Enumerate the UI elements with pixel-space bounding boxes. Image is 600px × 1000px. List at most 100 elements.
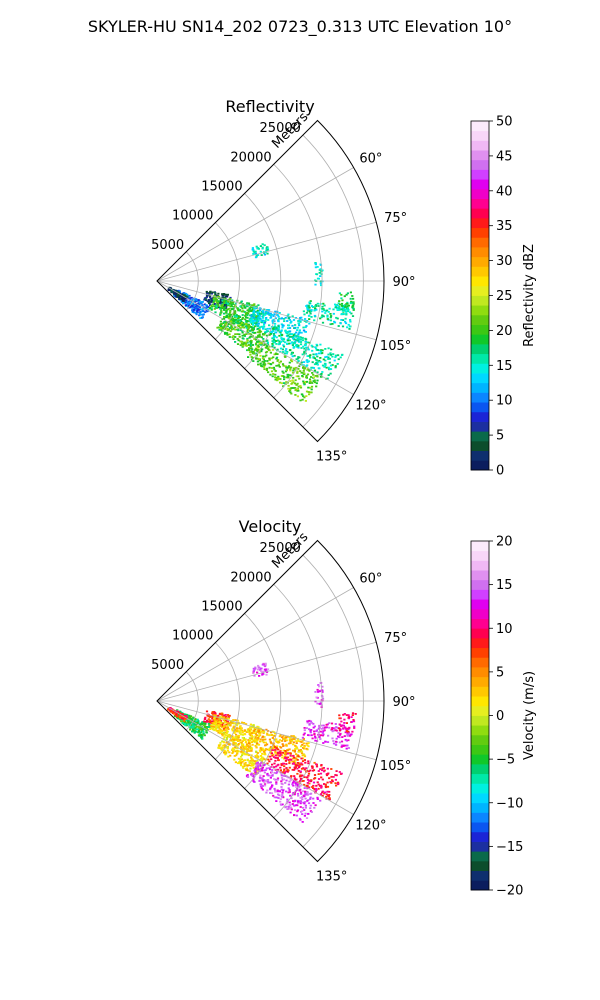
refl-echo-pixel bbox=[275, 356, 279, 359]
vel-echo-pixel bbox=[307, 762, 310, 765]
refl-echo-pixel bbox=[327, 347, 330, 350]
vel-echo-pixel bbox=[273, 745, 276, 747]
vel-echo-pixel bbox=[350, 721, 353, 723]
vel-echo-pixel bbox=[270, 786, 273, 788]
vel-echo-pixel bbox=[251, 761, 254, 763]
vel-echo-pixel bbox=[197, 722, 201, 725]
refl-echo-pixel bbox=[318, 271, 321, 274]
refl-echo-pixel bbox=[322, 358, 325, 361]
vel-echo-pixel bbox=[300, 757, 303, 760]
vel-echo-pixel bbox=[289, 754, 292, 757]
vel-echo-pixel bbox=[261, 739, 264, 741]
vel-echo-pixel bbox=[299, 800, 302, 803]
vel-echo-pixel bbox=[287, 783, 290, 786]
vel-echo-pixel bbox=[235, 733, 238, 736]
refl-echo-pixel bbox=[327, 358, 330, 360]
refl-echo-pixel bbox=[257, 349, 260, 352]
vel-echo-pixel bbox=[270, 792, 274, 795]
refl-echo-pixel bbox=[292, 387, 295, 389]
vel-echo-pixel bbox=[221, 740, 224, 743]
vel-echo-pixel bbox=[309, 720, 313, 723]
refl-echo-pixel bbox=[266, 347, 269, 349]
refl-echo-pixel bbox=[240, 340, 243, 343]
vel-echo-pixel bbox=[240, 762, 243, 764]
refl-echo-pixel bbox=[250, 319, 253, 321]
refl-echo-pixel bbox=[230, 303, 233, 306]
refl-echo-pixel bbox=[277, 375, 280, 378]
vel-echo-pixel bbox=[243, 765, 246, 767]
refl-echo-pixel bbox=[198, 304, 201, 306]
vel-echo-pixel bbox=[254, 739, 257, 742]
vel-echo-pixel bbox=[304, 793, 307, 796]
vel-echo-pixel bbox=[218, 727, 221, 730]
refl-echo-pixel bbox=[267, 362, 270, 365]
refl-echo-pixel bbox=[232, 320, 235, 323]
vel-echo-pixel bbox=[278, 794, 281, 797]
refl-echo-pixel bbox=[264, 331, 267, 333]
refl-echo-pixel bbox=[309, 381, 312, 384]
vel-echo-pixel bbox=[269, 792, 272, 794]
vel-echo-pixel bbox=[241, 752, 244, 755]
refl-echo-pixel bbox=[290, 333, 294, 335]
vel-echo-pixel bbox=[254, 667, 257, 670]
refl-echo-pixel bbox=[228, 326, 232, 329]
vel-echo-pixel bbox=[293, 767, 297, 770]
vel-azimuth-line bbox=[156, 700, 377, 761]
vel-echo-pixel bbox=[281, 751, 284, 754]
refl-echo-pixel bbox=[187, 303, 190, 305]
vel-echo-pixel bbox=[270, 742, 273, 745]
refl-echo-pixel bbox=[316, 361, 319, 364]
vel-echo-pixel bbox=[189, 717, 192, 720]
refl-echo-pixel bbox=[256, 331, 259, 334]
vel-echo-pixel bbox=[253, 668, 256, 671]
refl-echo-pixel bbox=[304, 381, 307, 384]
refl-echo-pixel bbox=[316, 363, 319, 366]
vel-echo-pixel bbox=[270, 752, 273, 755]
refl-echo-pixel bbox=[344, 322, 348, 325]
refl-echo-region-6 bbox=[266, 327, 344, 380]
refl-echo-pixel bbox=[236, 328, 239, 331]
refl-echo-pixel bbox=[351, 304, 354, 307]
refl-echo-pixel bbox=[261, 365, 264, 368]
refl-echo-pixel bbox=[347, 304, 350, 307]
vel-echo-pixel bbox=[269, 776, 272, 779]
vel-echo-pixel bbox=[283, 768, 286, 771]
vel-colorbar-swatch bbox=[471, 637, 489, 649]
vel-echo-pixel bbox=[296, 783, 299, 786]
refl-echo-pixel bbox=[210, 304, 213, 307]
vel-echo-pixel bbox=[199, 731, 202, 734]
vel-echo-pixel bbox=[321, 685, 324, 688]
refl-echo-pixel bbox=[220, 310, 223, 313]
refl-echo-pixel bbox=[299, 370, 302, 372]
refl-echo-pixel bbox=[263, 333, 266, 336]
refl-echo-pixel bbox=[252, 320, 255, 322]
vel-echo-pixel bbox=[265, 728, 268, 731]
vel-echo-pixel bbox=[189, 726, 192, 728]
refl-echo-pixel bbox=[279, 360, 282, 363]
vel-echo-pixel bbox=[198, 732, 201, 735]
vel-echo-pixel bbox=[289, 742, 292, 745]
refl-echo-pixel bbox=[263, 366, 266, 368]
vel-echo-pixel bbox=[175, 713, 178, 716]
vel-echo-pixel bbox=[323, 726, 327, 729]
vel-echo-pixel bbox=[214, 720, 218, 723]
vel-echo-pixel bbox=[286, 768, 289, 771]
refl-echo-pixel bbox=[308, 318, 311, 320]
refl-echo-pixel bbox=[281, 370, 284, 373]
refl-echo-pixel bbox=[257, 363, 260, 366]
vel-title: Velocity bbox=[239, 517, 302, 536]
vel-echo-pixel bbox=[293, 775, 296, 777]
refl-echo-pixel bbox=[273, 335, 276, 338]
refl-echo-pixel bbox=[253, 338, 256, 340]
refl-echo-pixel bbox=[280, 330, 283, 332]
refl-echo-pixel bbox=[248, 304, 251, 306]
refl-echo-pixel bbox=[292, 376, 295, 379]
refl-echo-pixel bbox=[293, 342, 296, 344]
vel-echo-pixel bbox=[291, 783, 294, 786]
vel-echo-pixel bbox=[302, 737, 305, 740]
refl-echo-pixel bbox=[291, 324, 294, 327]
refl-echo-pixel bbox=[307, 391, 310, 393]
vel-echo-pixel bbox=[340, 720, 343, 723]
refl-echo-pixel bbox=[256, 311, 259, 314]
refl-echo-pixel bbox=[249, 329, 252, 332]
